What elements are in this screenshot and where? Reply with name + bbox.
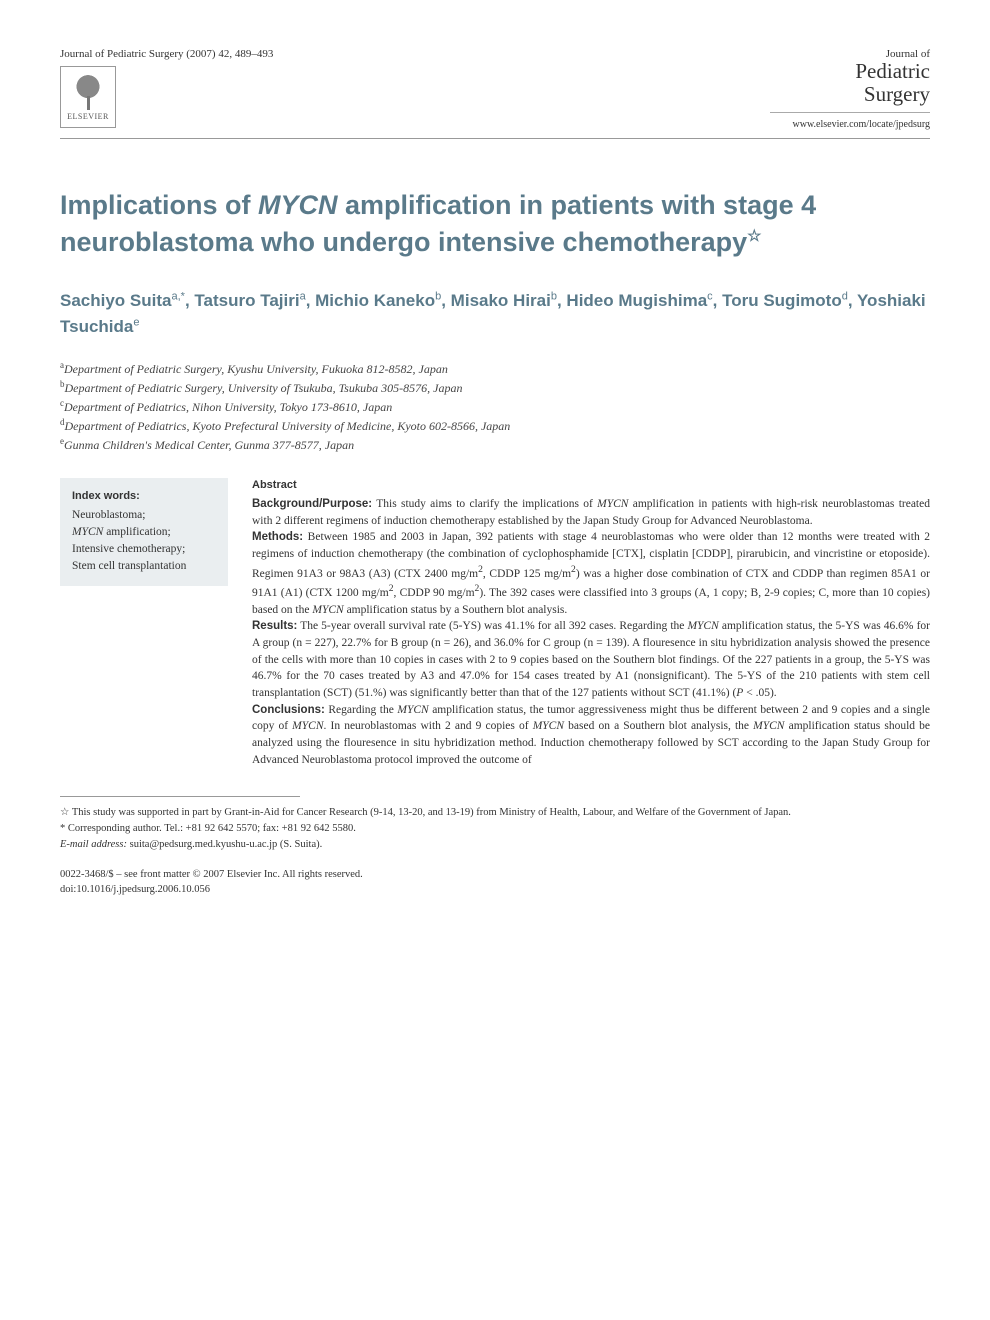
abstract-section: Background/Purpose: This study aims to c… — [252, 496, 930, 529]
footnote-corresponding: * Corresponding author. Tel.: +81 92 642… — [60, 821, 930, 837]
title-gene: MYCN — [258, 190, 338, 220]
elsevier-tree-icon — [72, 74, 104, 110]
keywords-box: Index words: Neuroblastoma;MYCN amplific… — [60, 478, 228, 586]
affiliations-list: aDepartment of Pediatric Surgery, Kyushu… — [60, 359, 930, 454]
content-row: Index words: Neuroblastoma;MYCN amplific… — [60, 478, 930, 768]
footnote-email: E-mail address: suita@pedsurg.med.kyushu… — [60, 837, 930, 853]
abstract: Abstract Background/Purpose: This study … — [252, 478, 930, 768]
journal-reference: Journal of Pediatric Surgery (2007) 42, … — [60, 48, 273, 60]
affiliation-item: aDepartment of Pediatric Surgery, Kyushu… — [60, 359, 930, 378]
journal-name-mid: Pediatric — [855, 60, 930, 83]
keyword-item: MYCN amplification; — [72, 524, 216, 541]
abstract-body: Background/Purpose: This study aims to c… — [252, 496, 930, 768]
email-address: suita@pedsurg.med.kyushu-u.ac.jp (S. Sui… — [127, 839, 322, 850]
header-left: Journal of Pediatric Surgery (2007) 42, … — [60, 48, 273, 128]
keyword-item: Neuroblastoma; — [72, 507, 216, 524]
affiliation-item: dDepartment of Pediatrics, Kyoto Prefect… — [60, 416, 930, 435]
affiliation-item: eGunma Children's Medical Center, Gunma … — [60, 435, 930, 454]
keywords-title: Index words: — [72, 488, 216, 505]
article-title: Implications of MYCN amplification in pa… — [60, 187, 930, 260]
footnotes: ☆ This study was supported in part by Gr… — [60, 805, 930, 852]
journal-divider — [770, 112, 930, 113]
journal-name-bot: Surgery — [864, 83, 930, 106]
keyword-item: Intensive chemotherapy; — [72, 541, 216, 558]
title-footnote-star: ☆ — [747, 228, 761, 245]
journal-url: www.elsevier.com/locate/jpedsurg — [793, 119, 930, 130]
keywords-items: Neuroblastoma;MYCN amplification;Intensi… — [72, 507, 216, 576]
abstract-section: Results: The 5-year overall survival rat… — [252, 618, 930, 701]
abstract-section: Conclusions: Regarding the MYCN amplific… — [252, 702, 930, 769]
doi-line: doi:10.1016/j.jpedsurg.2006.10.056 — [60, 882, 930, 897]
main-divider — [60, 138, 930, 139]
elsevier-logo: ELSEVIER — [60, 66, 116, 128]
footnote-funding: ☆ This study was supported in part by Gr… — [60, 805, 930, 821]
authors-list: Sachiyo Suitaa,*, Tatsuro Tajiria, Michi… — [60, 288, 930, 339]
keyword-item: Stem cell transplantation — [72, 558, 216, 575]
copyright-block: 0022-3468/$ – see front matter © 2007 El… — [60, 867, 930, 897]
abstract-section: Methods: Between 1985 and 2003 in Japan,… — [252, 529, 930, 618]
email-label: E-mail address: — [60, 839, 127, 850]
affiliation-item: cDepartment of Pediatrics, Nihon Univers… — [60, 397, 930, 416]
page-header: Journal of Pediatric Surgery (2007) 42, … — [60, 48, 930, 130]
elsevier-label: ELSEVIER — [67, 112, 109, 121]
affiliation-item: bDepartment of Pediatric Surgery, Univer… — [60, 378, 930, 397]
header-right: Journal of Pediatric Surgery www.elsevie… — [770, 48, 930, 130]
title-pre: Implications of — [60, 190, 258, 220]
copyright-line1: 0022-3468/$ – see front matter © 2007 El… — [60, 867, 930, 882]
footer-divider — [60, 796, 300, 797]
abstract-title: Abstract — [252, 478, 930, 494]
